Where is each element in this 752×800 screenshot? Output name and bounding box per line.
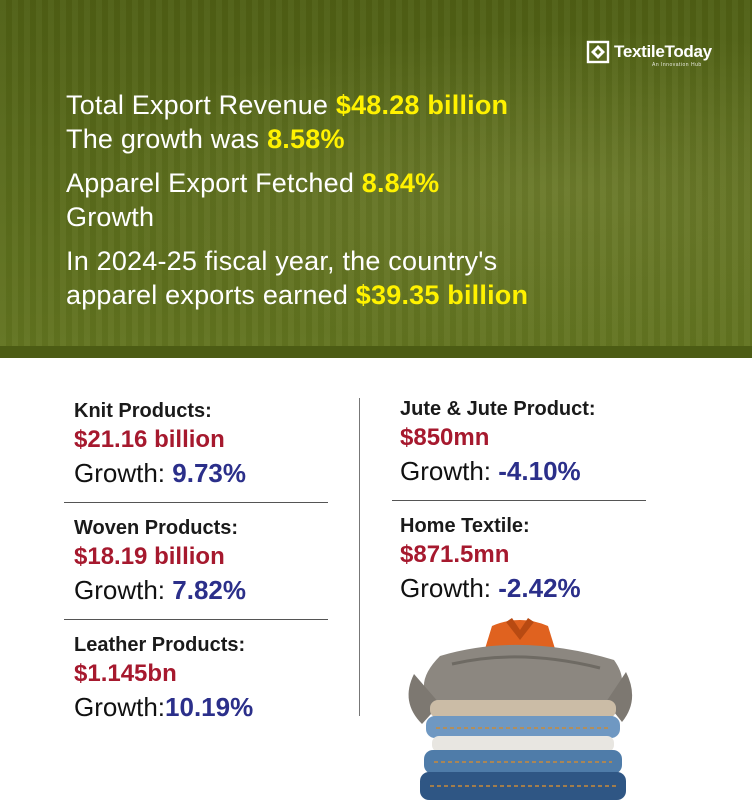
item-title: Jute & Jute Product: [400, 398, 596, 420]
leather-products-item: Leather Products: $1.145bn Growth:10.19% [74, 632, 328, 724]
item-growth: Growth:10.19% [74, 690, 328, 724]
fiscal-value: $39.35 billion [355, 280, 529, 310]
apparel-suffix: Growth [66, 202, 155, 232]
item-value: $1.145bn [74, 660, 177, 687]
logo-mark-icon [586, 40, 610, 64]
growth-line: The growth was 8.58% [66, 122, 706, 156]
item-value: $871.5mn [400, 541, 510, 568]
hero-background-texture [0, 0, 752, 346]
right-product-column: Jute & Jute Product: $850mn Growth: -4.1… [392, 396, 646, 605]
woven-products-item: Woven Products: $18.19 billion Growth: 7… [74, 515, 328, 607]
left-product-column: Knit Products: $21.16 billion Growth: 9.… [64, 398, 328, 724]
growth-value: 8.58% [267, 124, 345, 154]
growth-label: Growth: [74, 575, 166, 605]
apparel-value: 8.84% [361, 168, 440, 198]
growth-label: Growth: [74, 458, 166, 488]
growth-rate: 9.73% [172, 458, 246, 488]
clothes-stack-illustration [408, 618, 633, 800]
jute-products-item: Jute & Jute Product: $850mn Growth: -4.1… [400, 396, 646, 488]
apparel-suffix-line: Growth [66, 200, 706, 234]
fiscal-line-2: apparel exports earned $39.35 billion [66, 278, 706, 312]
revenue-label: Total Export Revenue [66, 90, 329, 120]
item-growth: Growth: 9.73% [74, 456, 328, 490]
logo-name: TextileToday [614, 42, 712, 61]
item-title: Home Textile: [400, 515, 530, 537]
fiscal-line-2-label: apparel exports earned [66, 280, 349, 310]
growth-rate: 7.82% [172, 575, 246, 605]
apparel-line: Apparel Export Fetched 8.84% [66, 166, 706, 200]
hero-banner: TextileToday An Innovation Hub Total Exp… [0, 0, 752, 346]
item-title: Leather Products: [74, 634, 246, 656]
fiscal-line-1: In 2024-25 fiscal year, the country's [66, 244, 706, 278]
item-growth: Growth: -2.42% [400, 571, 646, 605]
hero-text: Total Export Revenue $48.28 billion The … [66, 88, 706, 312]
knit-products-item: Knit Products: $21.16 billion Growth: 9.… [74, 398, 328, 490]
apparel-label: Apparel Export Fetched [66, 168, 355, 198]
item-growth: Growth: 7.82% [74, 573, 328, 607]
hero-bottom-band [0, 346, 752, 358]
item-growth: Growth: -4.10% [400, 454, 646, 488]
textile-today-logo: TextileToday An Innovation Hub [586, 38, 712, 68]
divider [392, 500, 646, 501]
growth-label: Growth: [74, 692, 166, 722]
divider [64, 619, 328, 620]
item-title: Knit Products: [74, 400, 212, 422]
revenue-value: $48.28 billion [335, 90, 509, 120]
item-title: Woven Products: [74, 517, 239, 539]
growth-rate: -4.10% [498, 456, 581, 486]
item-value: $18.19 billion [74, 543, 225, 570]
revenue-line: Total Export Revenue $48.28 billion [66, 88, 706, 122]
growth-label: The growth was [66, 124, 260, 154]
item-value: $850mn [400, 424, 490, 451]
growth-rate: -2.42% [498, 573, 581, 603]
divider [64, 502, 328, 503]
item-value: $21.16 billion [74, 426, 225, 453]
logo-tagline: An Innovation Hub [652, 62, 702, 68]
column-separator [359, 398, 360, 716]
growth-label: Growth: [400, 573, 492, 603]
fiscal-line-1-text: In 2024-25 fiscal year, the country's [66, 246, 498, 276]
growth-label: Growth: [400, 456, 492, 486]
growth-rate: 10.19% [165, 692, 254, 722]
home-textile-item: Home Textile: $871.5mn Growth: -2.42% [400, 513, 646, 605]
